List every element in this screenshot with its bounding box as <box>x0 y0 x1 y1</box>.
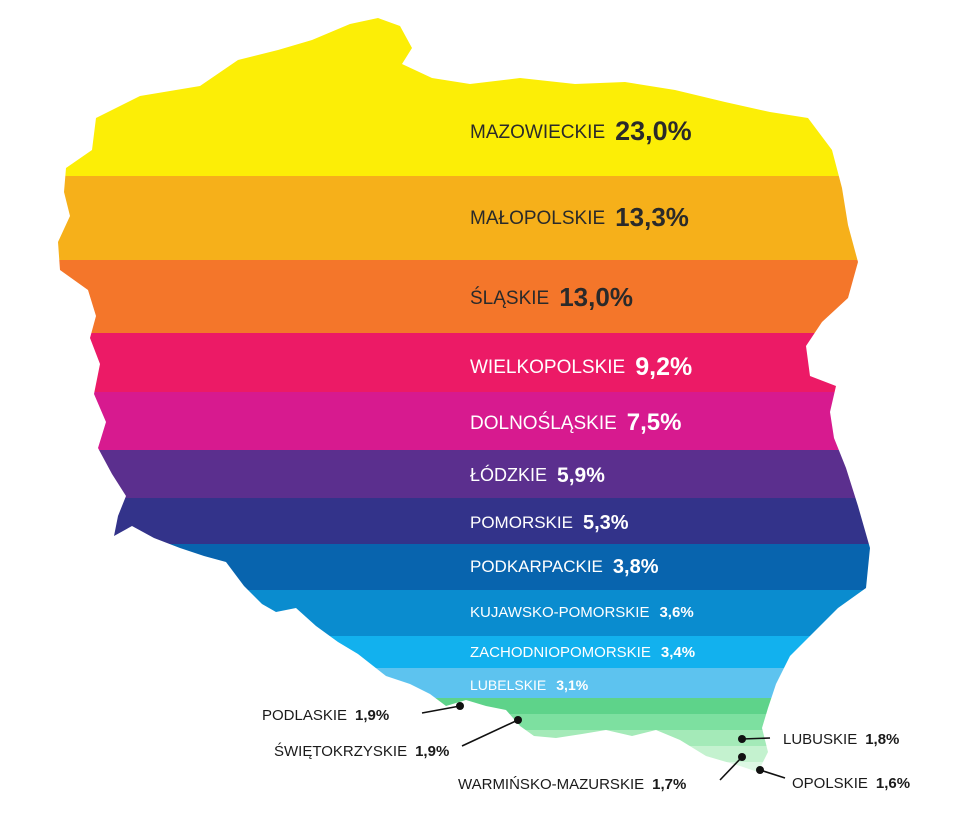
callout-line <box>461 719 519 747</box>
label-opolskie: OPOLSKIE 1,6% <box>792 775 910 792</box>
callout-dot <box>738 735 746 743</box>
value-wielkopolskie: 9,2% <box>635 353 692 381</box>
label-malopolskie: MAŁOPOLSKIE 13,3% <box>470 202 689 232</box>
callout-line <box>741 737 771 740</box>
label-podlaskie: PODLASKIE 1,9% <box>262 707 389 724</box>
stripe-dolnoslaskie <box>58 392 870 450</box>
stripe-slaskie <box>58 260 870 333</box>
stripe-wielkopolskie <box>58 333 870 392</box>
label-podkarpackie: PODKARPACKIE 3,8% <box>470 556 659 578</box>
callout-dot <box>756 766 764 774</box>
value-malopolskie: 13,3% <box>615 202 689 232</box>
stripe-mazowieckie <box>58 18 870 176</box>
callout-dot <box>738 753 746 761</box>
value-dolnoslaskie: 7,5% <box>627 409 682 436</box>
value-swietokrzyskie: 1,9% <box>415 743 449 760</box>
callout-dot <box>456 702 464 710</box>
value-opolskie: 1,6% <box>876 775 910 792</box>
callout-opolskie: OPOLSKIE 1,6% <box>756 766 910 792</box>
value-lubuskie: 1,8% <box>865 731 899 748</box>
value-podkarpackie: 3,8% <box>613 556 659 578</box>
stripe-swietokrzyskie <box>58 714 870 730</box>
label-lubuskie: LUBUSKIE 1,8% <box>783 731 899 748</box>
stripe-lodzkie <box>58 450 870 498</box>
callout-lubuskie: LUBUSKIE 1,8% <box>738 731 899 748</box>
value-lubelskie: 3,1% <box>556 677 588 693</box>
value-kujawsko-pomorskie: 3,6% <box>659 604 693 621</box>
label-pomorskie: POMORSKIE 5,3% <box>470 512 629 534</box>
value-podlaskie: 1,9% <box>355 707 389 724</box>
callout-line <box>759 769 786 779</box>
callout-line <box>421 705 461 714</box>
callout-dot <box>514 716 522 724</box>
label-dolnoslaskie: DOLNOŚLĄSKIE 7,5% <box>470 409 681 436</box>
value-warminsko-mazurskie: 1,7% <box>652 776 686 793</box>
label-lodzkie: ŁÓDZKIE 5,9% <box>470 464 605 487</box>
label-mazowieckie: MAZOWIECKIE 23,0% <box>470 116 692 146</box>
stripe-podlaskie <box>58 698 870 714</box>
stripe-pomorskie <box>58 498 870 544</box>
label-zachodniopomorskie: ZACHODNIOPOMORSKIE 3,4% <box>470 644 695 661</box>
callout-warminsko-mazurskie: WARMIŃSKO-MAZURSKIE 1,7% <box>458 753 746 793</box>
value-mazowieckie: 23,0% <box>615 116 692 146</box>
label-wielkopolskie: WIELKOPOLSKIE 9,2% <box>470 353 692 381</box>
stripe-malopolskie <box>58 176 870 260</box>
value-zachodniopomorskie: 3,4% <box>661 644 695 661</box>
label-lubelskie: LUBELSKIE 3,1% <box>470 677 589 693</box>
value-slaskie: 13,0% <box>559 282 633 312</box>
value-pomorskie: 5,3% <box>583 512 629 534</box>
label-kujawsko-pomorskie: KUJAWSKO-POMORSKIE 3,6% <box>470 604 694 621</box>
label-slaskie: ŚLĄSKIE 13,0% <box>470 282 633 312</box>
label-swietokrzyskie: ŚWIĘTOKRZYSKIE 1,9% <box>274 742 449 760</box>
callout-line <box>719 756 743 781</box>
callout-swietokrzyskie: ŚWIĘTOKRZYSKIE 1,9% <box>274 716 522 760</box>
stripe-lubuskie <box>58 746 870 762</box>
label-warminsko-mazurskie: WARMIŃSKO-MAZURSKIE 1,7% <box>458 776 686 793</box>
value-lodzkie: 5,9% <box>557 464 605 487</box>
callout-podlaskie: PODLASKIE 1,9% <box>262 702 464 724</box>
